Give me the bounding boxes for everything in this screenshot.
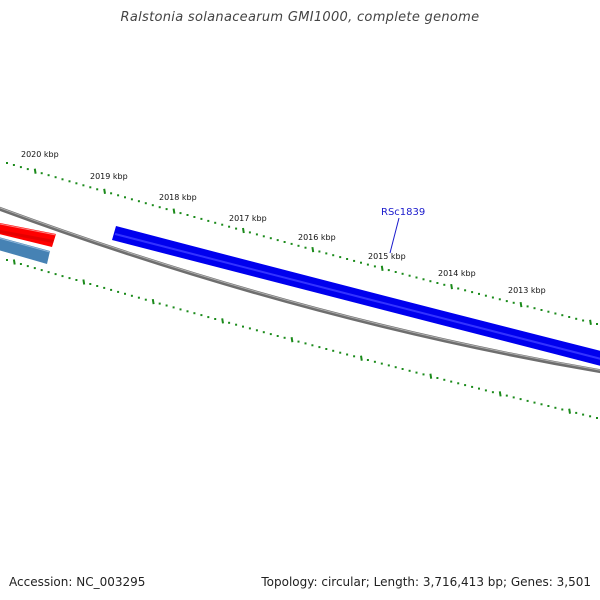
inner-track-major-tick bbox=[82, 279, 86, 285]
gene-steelblue-highlight bbox=[0, 237, 51, 253]
genome-summary-text: Topology: circular; Length: 3,716,413 bp… bbox=[261, 575, 591, 589]
scale-label-2020: 2020 kbp bbox=[21, 150, 59, 159]
genome-backbone bbox=[0, 206, 600, 374]
inner-track-major-tick bbox=[151, 298, 155, 305]
outer-track-major-tick bbox=[311, 246, 315, 253]
scale-label-2017: 2017 kbp bbox=[229, 214, 267, 223]
inner-track-major-tick bbox=[221, 318, 224, 324]
map-title: Ralstonia solanacearum GMI1000, complete… bbox=[120, 10, 480, 25]
inner-track-major-tick bbox=[360, 355, 363, 361]
inner-tick-track bbox=[6, 259, 598, 419]
inner-track-major-tick bbox=[290, 337, 294, 343]
gene-red-highlight bbox=[0, 223, 57, 236]
gene-red-segment-shade bbox=[0, 229, 54, 243]
gene-steelblue-segment[interactable] bbox=[0, 236, 50, 264]
outer-track-major-tick bbox=[103, 188, 106, 194]
scale-label-2013: 2013 kbp bbox=[508, 286, 546, 295]
scale-label-2014: 2014 kbp bbox=[438, 269, 476, 278]
outer-track-major-tick bbox=[589, 319, 592, 325]
scale-label-2018: 2018 kbp bbox=[159, 193, 197, 202]
scale-label-2019: 2019 kbp bbox=[90, 172, 128, 181]
gene-label-leader bbox=[389, 217, 400, 254]
genome-backbone-highlight bbox=[0, 207, 600, 371]
gene-rsc1839-highlight bbox=[114, 233, 600, 360]
inner-track-major-tick bbox=[429, 373, 433, 379]
outer-track-major-tick bbox=[172, 208, 176, 214]
gene-red-segment[interactable] bbox=[0, 222, 56, 247]
accession-text: Accession: NC_003295 bbox=[9, 575, 146, 589]
gene-label-rsc1839[interactable]: RSc1839 bbox=[381, 207, 425, 218]
inner-track-major-tick bbox=[12, 259, 16, 265]
outer-track-major-tick bbox=[33, 168, 37, 174]
outer-track-major-tick bbox=[242, 227, 245, 234]
outer-track-major-tick bbox=[519, 301, 523, 308]
scale-label-2015: 2015 kbp bbox=[368, 252, 406, 261]
inner-track-major-tick bbox=[568, 408, 571, 414]
inner-track-major-tick bbox=[498, 391, 502, 397]
outer-track-major-tick bbox=[380, 265, 384, 271]
scale-label-2016: 2016 kbp bbox=[298, 233, 336, 242]
outer-track-major-tick bbox=[450, 283, 453, 290]
outer-tick-track bbox=[6, 162, 598, 325]
